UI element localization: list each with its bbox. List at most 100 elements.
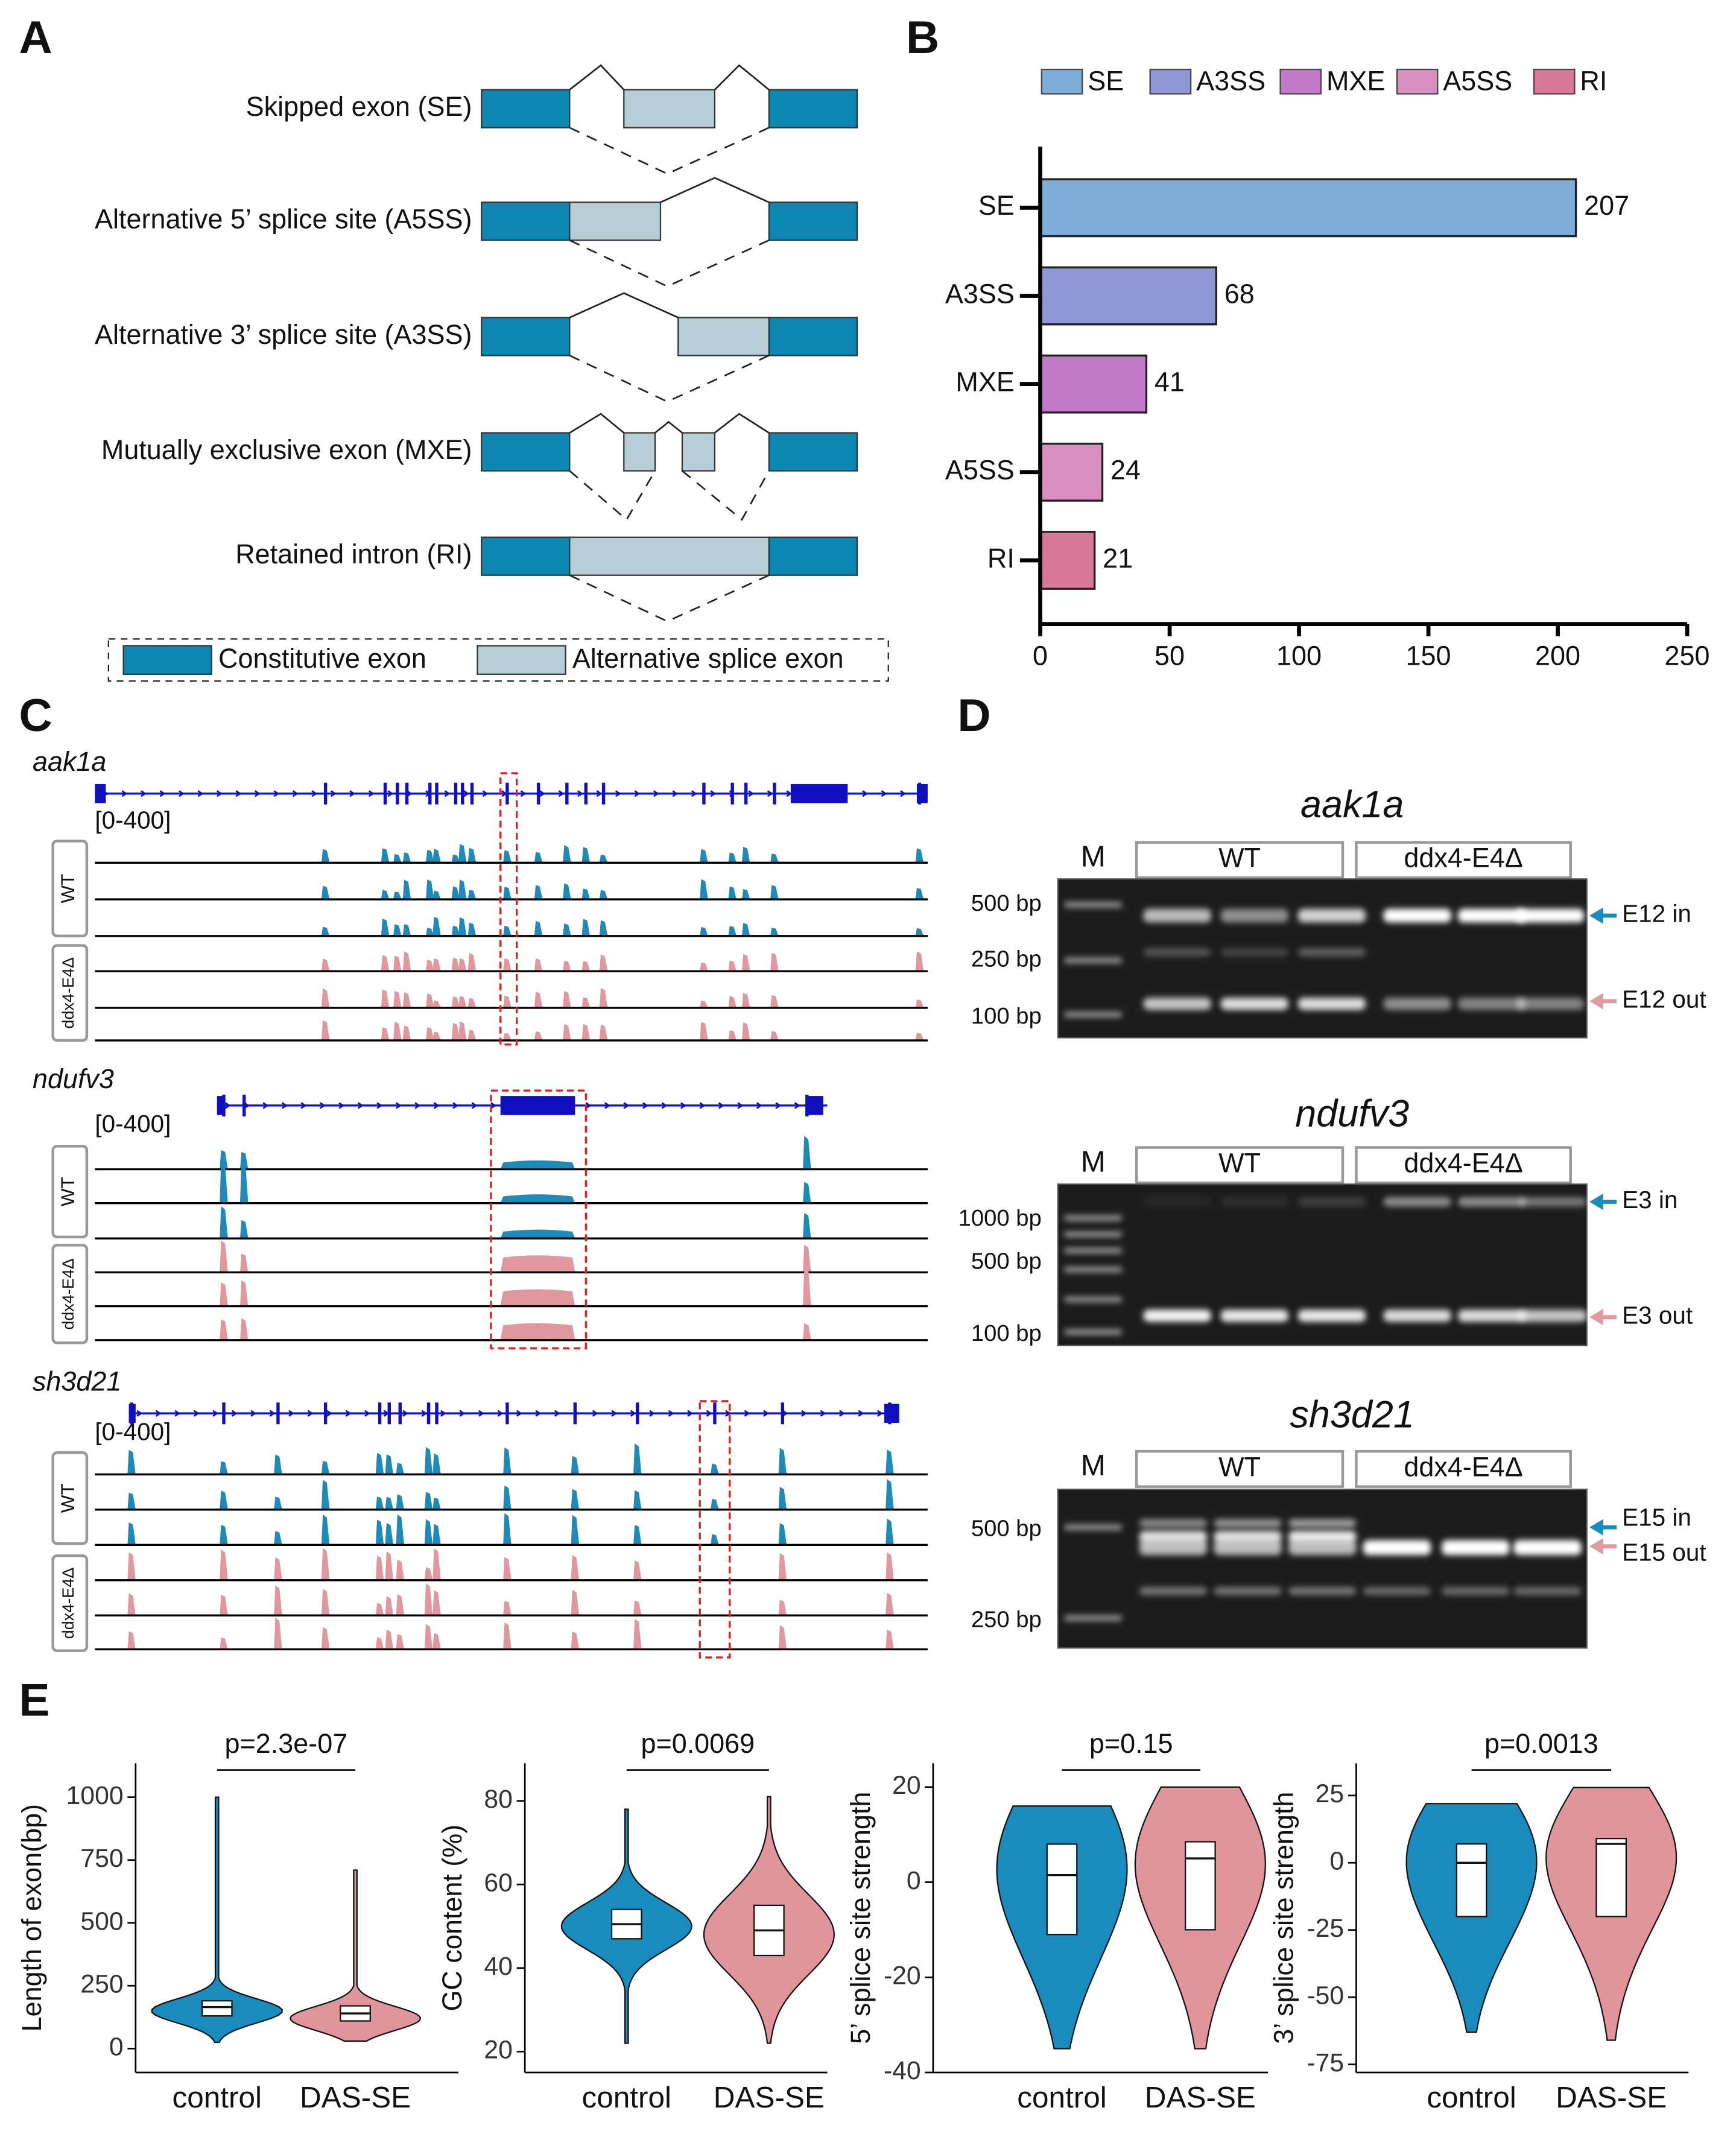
x-tick-label: control [1017, 2081, 1106, 2114]
connector [718, 1102, 724, 1109]
highlight-box [490, 1089, 588, 1349]
coverage-peak [385, 1522, 394, 1545]
group-label: WT [1218, 1451, 1261, 1482]
alternative-exon [677, 317, 770, 356]
coverage-peak [728, 996, 737, 1008]
coverage-peak [424, 1519, 433, 1545]
coverage-peak [385, 1551, 394, 1580]
connector [714, 64, 770, 90]
marker-band [1065, 1615, 1122, 1621]
coverage-peak [393, 854, 402, 863]
x-tick-label: 100 [1276, 641, 1322, 671]
connector [630, 1410, 636, 1417]
gene-exon [435, 782, 439, 805]
gene-exon [387, 1402, 391, 1425]
coverage-peak [741, 846, 750, 863]
connector [288, 1410, 295, 1417]
group-label: WT [57, 1483, 78, 1513]
panel-label: C [19, 690, 52, 741]
gene-exon [222, 1402, 226, 1425]
y-tick-label: MXE [955, 367, 1014, 397]
gel-band [1458, 1197, 1526, 1207]
coverage-peak [885, 1592, 894, 1616]
alternative-exon [569, 201, 662, 241]
connector [471, 1102, 478, 1109]
event-label: Alternative 3’ splice site (A3SS) [95, 319, 472, 350]
gene-exon [276, 1402, 280, 1425]
size-label: 100 bp [971, 1320, 1042, 1346]
panel-label: A [19, 12, 52, 63]
connector [254, 790, 261, 797]
connector [535, 1410, 542, 1417]
gel-band [1214, 1530, 1282, 1543]
gene-exon [323, 782, 328, 805]
connector [554, 1410, 560, 1417]
coverage-peak [393, 924, 402, 936]
connector [364, 1410, 371, 1417]
coverage-peak [599, 920, 608, 936]
panel-label: E [19, 1675, 49, 1726]
size-label: 500 bp [971, 890, 1042, 916]
alternative-exon [569, 536, 770, 576]
gene-block [916, 784, 928, 803]
connector [660, 177, 770, 203]
connector [649, 1410, 656, 1417]
connector [319, 1102, 326, 1109]
size-label: 100 bp [971, 1003, 1042, 1029]
connector [516, 1410, 522, 1417]
connector [737, 1102, 744, 1109]
coverage-peak [503, 1622, 512, 1650]
coverage-plateau [500, 1229, 575, 1239]
gel-band [1458, 908, 1526, 923]
coverage-peak [711, 1463, 719, 1475]
legend-label: Constitutive exon [218, 643, 426, 674]
connector [642, 1102, 648, 1109]
coverage-peak [803, 1213, 811, 1239]
gene-block [217, 1096, 226, 1115]
connector [311, 790, 318, 797]
coverage-peak [381, 919, 390, 936]
gene-exon [505, 782, 509, 805]
gel-band [1516, 998, 1585, 1010]
coverage-peak [274, 1617, 282, 1650]
connector [402, 1410, 408, 1417]
connector [231, 1410, 238, 1417]
coverage-peak [571, 1631, 580, 1650]
alternative-exon [623, 89, 716, 128]
y-tick-label: 750 [80, 1844, 123, 1873]
connector [345, 1410, 352, 1417]
group-box [51, 840, 89, 938]
p-value: p=0.0069 [641, 1728, 755, 1759]
coverage-peak [220, 1160, 228, 1203]
arrow-head [1589, 1519, 1603, 1536]
coverage-peak [700, 1022, 708, 1040]
coverage-peak [563, 845, 571, 863]
coverage-peak [728, 852, 737, 863]
gene-block [884, 1404, 899, 1423]
x-tick-label: control [1427, 2081, 1516, 2114]
coverage-peak [534, 885, 543, 900]
connector [197, 790, 204, 797]
coverage-peak [220, 1637, 228, 1650]
coverage-peak [700, 879, 708, 900]
coverage-peak [467, 922, 477, 936]
group-label: ddx4-E4Δ [1404, 1451, 1522, 1482]
coverage-peak [381, 890, 390, 900]
coverage-peak [402, 951, 411, 972]
connector [262, 1102, 269, 1109]
coverage-peak [451, 957, 460, 972]
product-label: E15 in [1622, 1503, 1691, 1531]
coverage-peak [728, 926, 737, 936]
legend-label: SE [1088, 65, 1124, 96]
gel-band [1288, 1519, 1357, 1528]
coverage-peak [915, 951, 924, 972]
coverage-peak [728, 886, 737, 900]
coverage-peak [770, 1031, 779, 1040]
coverage-peak [381, 955, 390, 972]
gene-exon [405, 782, 409, 805]
constitutive-exon [768, 432, 858, 472]
gene-exon [435, 1402, 439, 1425]
coverage-peak [458, 879, 467, 900]
coverage-peak [424, 1492, 433, 1510]
connector [623, 1102, 630, 1109]
